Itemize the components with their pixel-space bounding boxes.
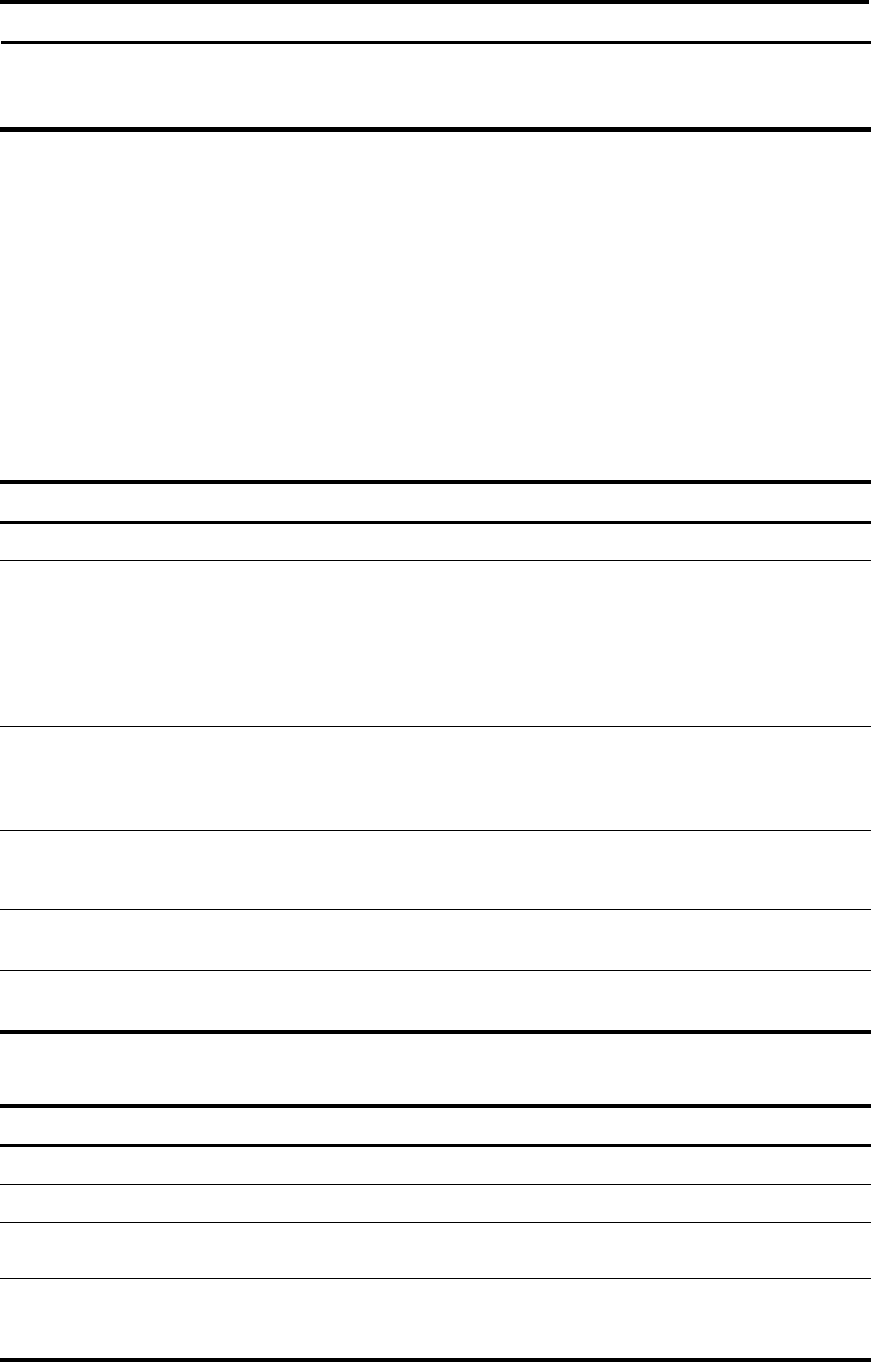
table-row-divider [0, 726, 871, 727]
table-row-divider [0, 1278, 871, 1279]
table-row-divider [0, 1222, 871, 1223]
table-top-rule [0, 480, 871, 484]
table-header-rule [0, 1144, 871, 1147]
table-row-divider [0, 970, 871, 971]
table-row-divider [0, 560, 871, 561]
table-header-rule [1, 41, 871, 44]
table-row-divider [0, 909, 871, 910]
table-row-divider [0, 1184, 871, 1185]
table-bottom-rule [0, 127, 871, 132]
table-bottom-rule [0, 1030, 871, 1034]
table-bottom-rule [0, 1358, 871, 1362]
table-header-rule [0, 521, 871, 524]
table-top-rule [0, 1104, 871, 1108]
table-row-divider [0, 830, 871, 831]
table-top-rule [0, 0, 869, 4]
